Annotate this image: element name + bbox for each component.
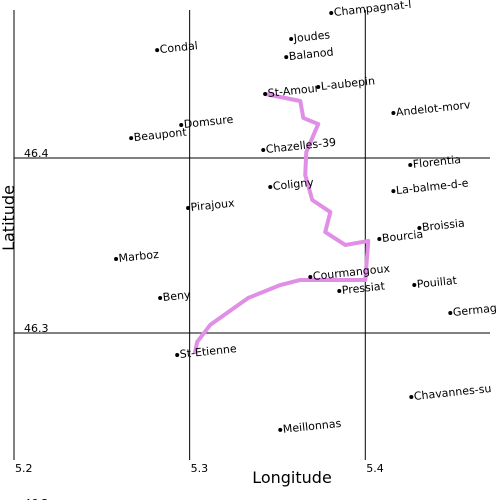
town-point	[316, 84, 321, 89]
town-label: Beaupont	[133, 126, 188, 145]
town-label: St-Amour	[267, 82, 320, 100]
town-point	[408, 163, 413, 168]
town-point	[129, 136, 134, 141]
town-label: L-aubepin	[320, 74, 375, 93]
town-label: St-Etienne	[179, 342, 237, 361]
town-label: Pirajoux	[190, 196, 236, 214]
x-tick-label: 5.4	[366, 462, 384, 475]
town-point	[284, 55, 289, 60]
town-label: Chazelles-39	[265, 136, 336, 156]
town-label: Joudes	[292, 28, 331, 45]
x-tick-label: 5.3	[191, 462, 209, 475]
town-label: Champagnat-l	[333, 0, 412, 19]
town-label: Meillonnas	[282, 417, 342, 436]
town-point	[329, 10, 334, 15]
town-point	[412, 283, 417, 288]
town-point	[158, 295, 163, 300]
town-point	[391, 189, 396, 194]
town-point	[337, 288, 342, 293]
y-tick-label: 46.3	[24, 322, 49, 335]
y-axis-title: Latitude	[0, 185, 18, 251]
town-label: Pouillat	[416, 274, 458, 291]
town-label: Germag	[452, 301, 497, 319]
x-axis-title: Longitude	[252, 468, 332, 487]
town-point	[278, 427, 283, 432]
x-tick-label: 5.2	[15, 462, 33, 475]
town-point	[409, 395, 414, 400]
town-label: Condal	[159, 39, 198, 56]
town-point	[391, 111, 396, 116]
town-point	[268, 185, 273, 190]
town-label: Chavannes-su	[413, 382, 492, 403]
town-label: Domsure	[183, 113, 234, 131]
town-label: Bourcia	[381, 228, 424, 245]
town-point	[263, 91, 268, 96]
route-line	[193, 91, 371, 355]
town-point	[377, 237, 382, 242]
town-label: La-balme-d-e	[395, 177, 469, 198]
town-label: Broissia	[421, 217, 465, 234]
town-label: Pressiat	[341, 279, 386, 297]
town-point	[448, 311, 453, 316]
town-point	[186, 206, 191, 211]
town-label: Coligny	[272, 176, 315, 193]
town-point	[417, 226, 422, 231]
town-label: Florentia	[412, 153, 461, 171]
y-tick-label: 46.4	[24, 147, 49, 160]
town-label: Marboz	[118, 248, 160, 265]
town-point	[155, 48, 160, 53]
town-point	[179, 122, 184, 127]
town-point	[114, 256, 119, 261]
town-point	[289, 37, 294, 42]
town-point	[308, 274, 313, 279]
town-label: Andelot-morv	[395, 98, 471, 119]
town-label: Balanod	[288, 45, 334, 63]
y-tick-label: 46.2	[24, 497, 49, 500]
town-point	[261, 147, 266, 152]
town-label: Beny	[162, 288, 191, 304]
town-point	[175, 353, 180, 358]
